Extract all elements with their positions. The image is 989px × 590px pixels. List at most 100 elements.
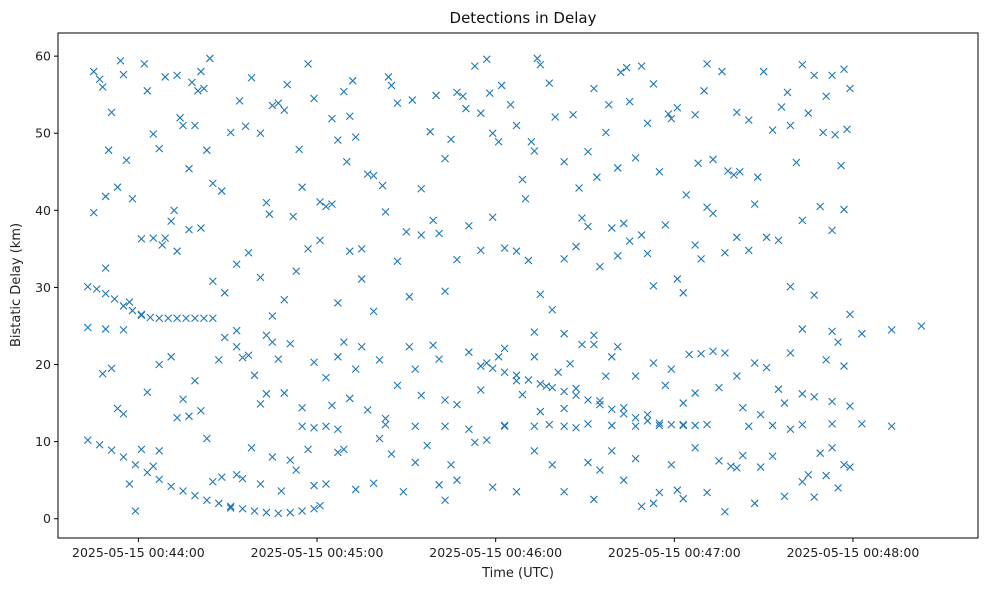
detection-marker [732, 233, 741, 242]
detection-marker [578, 214, 586, 222]
detection-marker [756, 410, 765, 419]
detection-marker [116, 56, 125, 65]
detection-marker [798, 420, 807, 429]
detection-marker [161, 234, 170, 242]
detection-marker [637, 62, 646, 71]
detection-marker [545, 79, 554, 88]
detection-marker [155, 475, 164, 484]
detection-marker [432, 91, 441, 100]
detection-marker [110, 295, 119, 303]
detection-marker [673, 486, 682, 495]
detection-marker [530, 352, 539, 361]
detection-marker [345, 394, 354, 403]
detection-marker [453, 400, 461, 409]
detection-marker [738, 451, 747, 460]
detection-marker [837, 161, 845, 170]
detection-marker [280, 295, 289, 304]
detection-marker [435, 229, 443, 238]
detection-marker [595, 262, 604, 271]
detection-marker [170, 206, 179, 215]
detection-marker [810, 393, 819, 401]
detection-marker [703, 488, 711, 497]
detection-marker [441, 154, 449, 163]
detection-marker [363, 406, 372, 414]
detection-marker [560, 157, 569, 166]
detection-marker [119, 325, 128, 334]
detection-marker [846, 463, 854, 471]
detection-marker [316, 197, 324, 206]
detection-marker [643, 249, 652, 258]
detection-marker [470, 62, 479, 71]
detection-marker [208, 179, 217, 188]
detection-marker [310, 358, 318, 367]
detection-marker [429, 341, 438, 350]
detection-marker [679, 288, 688, 297]
detection-marker [101, 289, 110, 298]
detection-marker [363, 170, 372, 178]
detection-marker [387, 450, 396, 458]
detection-marker [322, 202, 330, 211]
detection-marker [572, 391, 580, 400]
detection-marker [208, 477, 217, 486]
detection-marker [732, 108, 741, 117]
detection-marker [369, 171, 378, 180]
detection-marker [342, 157, 351, 166]
detection-marker [155, 314, 164, 323]
detection-marker [328, 401, 336, 410]
detection-marker [497, 81, 506, 90]
detection-marker [280, 106, 289, 114]
detection-marker [512, 487, 521, 496]
detection-marker [780, 399, 789, 407]
detection-marker [435, 480, 443, 489]
detection-marker [268, 312, 277, 320]
detection-marker [569, 110, 577, 119]
detection-marker [101, 192, 110, 201]
detection-marker [387, 81, 396, 90]
detection-marker [411, 422, 420, 431]
detection-marker [548, 460, 557, 469]
detection-marker [158, 241, 167, 249]
detection-marker [348, 76, 357, 85]
detection-marker [703, 203, 711, 212]
detection-marker [584, 222, 592, 231]
detection-marker [857, 329, 866, 338]
detection-marker [119, 453, 128, 461]
detection-marker [238, 353, 247, 362]
detection-marker [691, 389, 700, 397]
y-tick-label: 20 [35, 357, 51, 372]
detection-marker [188, 78, 196, 87]
detection-marker [524, 256, 533, 265]
detection-marker [691, 241, 700, 249]
detection-marker [453, 476, 461, 485]
detection-marker [357, 244, 366, 253]
detection-marker [613, 342, 622, 351]
detection-marker [679, 399, 688, 407]
detection-marker [709, 209, 717, 218]
detection-marker [500, 244, 509, 252]
detection-marker [822, 471, 831, 480]
detection-marker [819, 128, 828, 137]
detection-marker [286, 339, 295, 348]
detection-marker [208, 314, 217, 323]
detection-marker [185, 164, 193, 173]
detection-marker [453, 255, 461, 264]
detection-marker [232, 326, 241, 335]
detection-marker [506, 100, 515, 109]
y-tick-label: 30 [35, 280, 51, 295]
detection-marker [703, 59, 711, 68]
detection-marker [268, 101, 277, 110]
detection-marker [333, 298, 342, 307]
detection-marker [756, 463, 765, 471]
x-axis-title: Time (UTC) [481, 566, 554, 581]
detection-marker [631, 154, 640, 162]
detection-marker [200, 314, 208, 323]
detection-marker [304, 59, 312, 68]
detection-marker [464, 348, 473, 357]
detection-marker [119, 409, 128, 418]
detection-marker [786, 282, 795, 291]
detection-marker [542, 382, 551, 391]
detection-marker [744, 116, 753, 125]
detection-marker [369, 307, 378, 316]
detection-marker [191, 491, 199, 500]
